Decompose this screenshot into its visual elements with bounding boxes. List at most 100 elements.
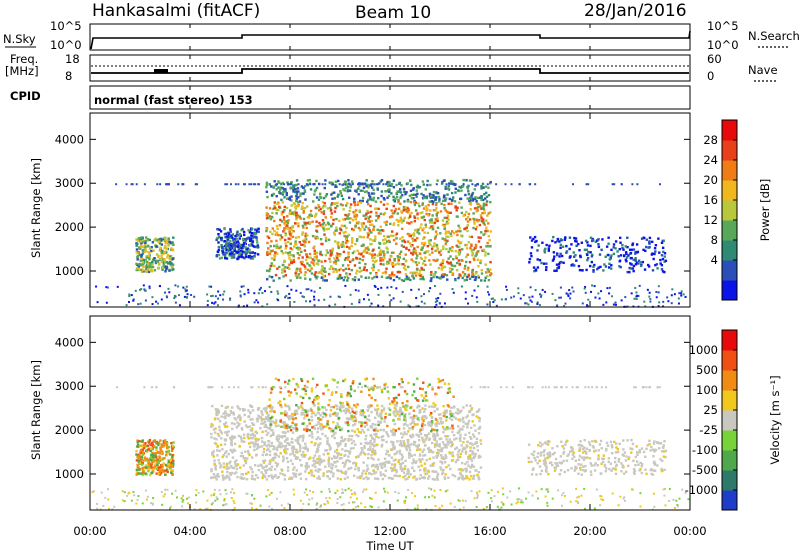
echo-cell [661,257,665,261]
echo-cell [640,237,644,240]
echo-cell [271,249,275,252]
echo-cell [241,255,244,259]
noise-cell [229,297,232,300]
echo-cell [300,401,304,405]
echo-cell [215,410,218,413]
echo-cell [446,210,449,213]
echo-cell [661,270,665,273]
echo-cell [485,226,488,229]
echo-cell [393,414,396,417]
echo-cell [297,224,300,228]
echo-cell [390,215,393,218]
nsky-tick-bottom: 10^0 [50,38,82,52]
echo-cell [392,222,396,225]
echo-cell [385,246,388,249]
echo-cell [343,276,346,279]
echo-cell [533,269,536,273]
echo-cell [381,477,385,481]
echo-cell [298,241,302,244]
echo-cell [398,190,401,193]
echo-cell [273,475,276,478]
echo-cell [331,222,335,226]
echo-cell [574,237,578,240]
echo-cell [380,416,383,419]
echo-cell [373,260,377,264]
echo-cell [443,223,446,227]
echo-cell [230,422,234,425]
echo-cell [297,473,301,476]
echo-cell [256,476,260,479]
echo-cell [293,466,296,469]
echo-cell [337,452,341,455]
echo-cell [441,441,445,444]
echo-cell [619,241,622,244]
echo-cell [438,198,441,201]
echo-cell [324,216,327,219]
echo-cell [300,411,303,415]
echo-cell [635,261,639,264]
echo-cell [293,474,296,477]
echo-cell [428,259,431,262]
echo-cell [410,211,413,215]
echo-cell [429,263,432,266]
echo-cell [265,468,269,472]
echo-cell [145,255,148,258]
echo-cell [442,414,446,418]
echo-cell [312,411,315,414]
echo-cell [339,267,342,271]
echo-cell [261,453,264,457]
echo-cell [334,262,338,266]
echo-cell [292,447,296,451]
echo-cell [406,240,410,243]
echo-cell [445,409,448,412]
echo-cell [271,264,274,267]
echo-cell [351,237,354,240]
echo-cell [310,440,313,444]
echo-cell [380,417,383,420]
power-colorbar-label: Power [dB] [758,179,772,242]
echo-cell [304,447,307,450]
echo-cell [277,208,280,212]
echo-cell [294,240,297,243]
echo-cell [451,430,454,434]
echo-cell [472,474,476,477]
echo-cell [476,473,479,477]
echo-cell [366,198,370,201]
echo-cell [387,180,390,184]
echo-cell [385,190,389,193]
echo-cell [339,228,342,231]
echo-cell [241,246,245,249]
echo-cell [136,242,139,246]
echo-cell [465,474,468,478]
echo-cell [289,261,293,264]
echo-cell [339,469,343,473]
echo-cell [400,432,403,435]
echo-cell [375,271,378,275]
echo-cell [313,182,316,186]
echo-cell [298,445,302,449]
noise-cell [239,294,242,297]
noise-cell [177,294,180,297]
echo-cell [324,465,327,468]
echo-cell [267,443,270,446]
echo-cell [230,252,233,255]
echo-cell [225,467,228,470]
noise-cell [178,304,181,307]
noise-cell [208,285,211,288]
echo-cell [458,263,462,266]
echo-cell [236,257,239,261]
echo-cell [317,422,321,425]
echo-cell [428,475,431,478]
echo-cell [364,214,368,217]
echo-cell [469,435,472,439]
noise-cell [390,286,393,289]
echo-cell [241,454,245,458]
echo-cell [336,407,339,411]
echo-cell [292,427,295,430]
noise-cell [524,302,527,305]
echo-cell [435,429,439,432]
echo-cell [274,184,278,187]
echo-cell [309,188,313,191]
freq-tick-bottom: 8 [65,69,72,83]
echo-cell [428,450,431,454]
